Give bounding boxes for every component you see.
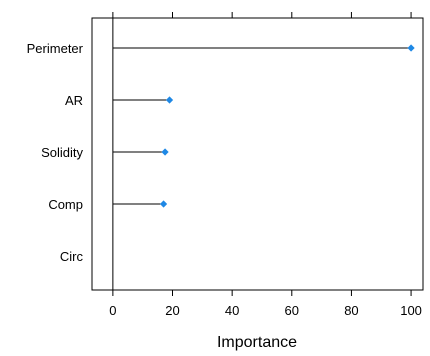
y-axis-category-labels: Perimeter AR Solidity Comp Circ xyxy=(27,41,84,264)
point-comp xyxy=(159,200,168,208)
x-tick-label-40: 40 xyxy=(225,303,239,318)
lollipop-points xyxy=(159,44,415,208)
x-axis-ticks-top xyxy=(112,12,412,18)
lollipop-stems xyxy=(112,47,412,205)
plot-frame xyxy=(91,17,424,291)
x-axis-ticks-bottom xyxy=(112,290,412,296)
point-solidity xyxy=(161,148,169,156)
y-category-label-circ: Circ xyxy=(60,249,84,264)
x-tick-label-80: 80 xyxy=(344,303,358,318)
x-axis-title: Importance xyxy=(217,334,297,351)
y-category-label-comp: Comp xyxy=(48,197,83,212)
x-tick-label-0: 0 xyxy=(109,303,116,318)
x-tick-label-100: 100 xyxy=(400,303,422,318)
y-category-label-solidity: Solidity xyxy=(41,145,83,160)
x-axis-tick-labels: 0 20 40 60 80 100 xyxy=(109,303,422,318)
x-tick-label-20: 20 xyxy=(165,303,179,318)
point-ar xyxy=(165,96,174,104)
x-tick-label-60: 60 xyxy=(285,303,299,318)
point-perimeter xyxy=(407,44,415,52)
y-category-label-perimeter: Perimeter xyxy=(27,41,84,56)
y-category-label-ar: AR xyxy=(65,93,83,108)
